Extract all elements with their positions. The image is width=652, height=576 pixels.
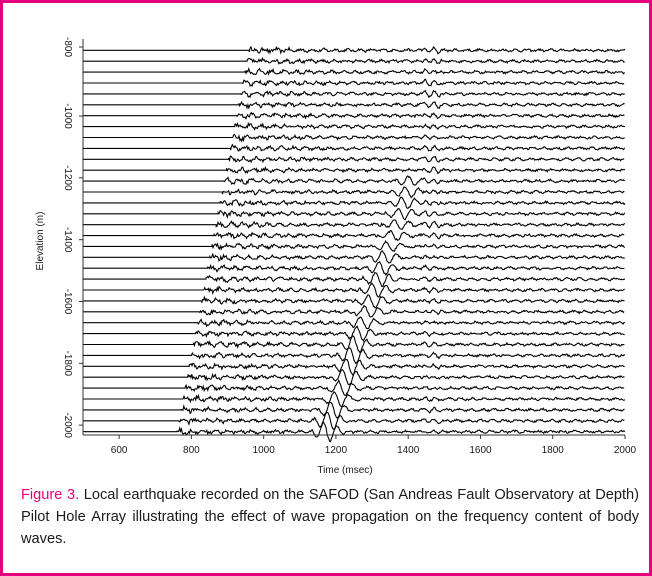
seismic-trace <box>83 316 626 330</box>
seismic-trace <box>83 379 625 396</box>
x-axis-ticks: 600 800 1000 1200 1400 1600 1800 2000 <box>111 435 637 456</box>
seismic-trace <box>83 111 625 120</box>
seismic-traces <box>83 45 626 443</box>
seismic-trace <box>83 239 626 252</box>
seismic-trace <box>83 282 626 298</box>
x-tick-label: 600 <box>111 445 128 456</box>
seismic-trace <box>83 175 626 186</box>
seismic-trace <box>83 89 625 99</box>
seismic-trace <box>83 165 626 175</box>
y-axis-ticks: -800 -1000 -1200 -1400 -1600 -1800 -2000 <box>62 37 83 438</box>
caption-text: Local earthquake recorded on the SAFOD (… <box>21 487 639 547</box>
x-tick-label: 1000 <box>253 445 276 456</box>
seismic-trace <box>83 56 625 65</box>
seismic-trace <box>83 230 625 242</box>
seismic-trace <box>83 335 625 353</box>
y-tick-label: -1000 <box>62 103 73 129</box>
x-tick-label: 1400 <box>397 445 420 456</box>
chart-axes <box>82 39 625 436</box>
seismic-trace <box>83 219 625 230</box>
seismic-trace <box>83 155 625 164</box>
seismic-trace <box>83 250 625 264</box>
seismic-trace <box>83 45 626 55</box>
seismic-trace <box>83 260 625 276</box>
seismic-trace <box>83 196 626 209</box>
seismic-trace <box>83 100 625 110</box>
seismic-trace <box>83 369 625 386</box>
seismic-trace <box>83 325 625 342</box>
y-tick-label: -1400 <box>62 227 73 253</box>
x-tick-label: 1600 <box>469 445 492 456</box>
x-tick-label: 1800 <box>542 445 565 456</box>
x-tick-label: 2000 <box>614 445 637 456</box>
seismic-trace <box>83 121 626 131</box>
seismic-trace <box>83 208 626 221</box>
y-tick-label: -1200 <box>62 165 73 191</box>
figure-caption: Figure 3. Local earthquake recorded on t… <box>21 484 639 550</box>
seismic-trace <box>83 411 625 430</box>
y-tick-label: -1600 <box>62 289 73 315</box>
seismic-trace <box>83 358 625 376</box>
y-tick-label: -1800 <box>62 351 73 377</box>
seismic-trace <box>83 143 625 152</box>
y-axis-label: Elevation (m) <box>35 212 46 271</box>
seismic-trace <box>83 186 625 199</box>
seismic-trace <box>83 294 625 309</box>
record-section-chart: -800 -1000 -1200 -1400 -1600 -1800 -2000 600 80… <box>35 37 637 476</box>
x-tick-label: 1200 <box>325 445 348 456</box>
x-tick-label: 800 <box>183 445 200 456</box>
y-tick-label: -2000 <box>62 412 73 438</box>
seismic-trace <box>83 391 626 407</box>
seismic-trace <box>83 401 625 420</box>
figure-number: Figure 3. <box>21 487 80 503</box>
y-tick-label: -800 <box>62 37 73 57</box>
seismic-trace <box>83 346 626 365</box>
seismic-trace <box>83 271 626 288</box>
seismic-trace <box>83 133 625 143</box>
seismic-trace <box>83 421 626 443</box>
seismic-trace <box>83 304 625 318</box>
x-axis-label: Time (msec) <box>317 465 372 476</box>
seismic-trace <box>83 67 625 76</box>
seismic-trace <box>83 78 625 87</box>
